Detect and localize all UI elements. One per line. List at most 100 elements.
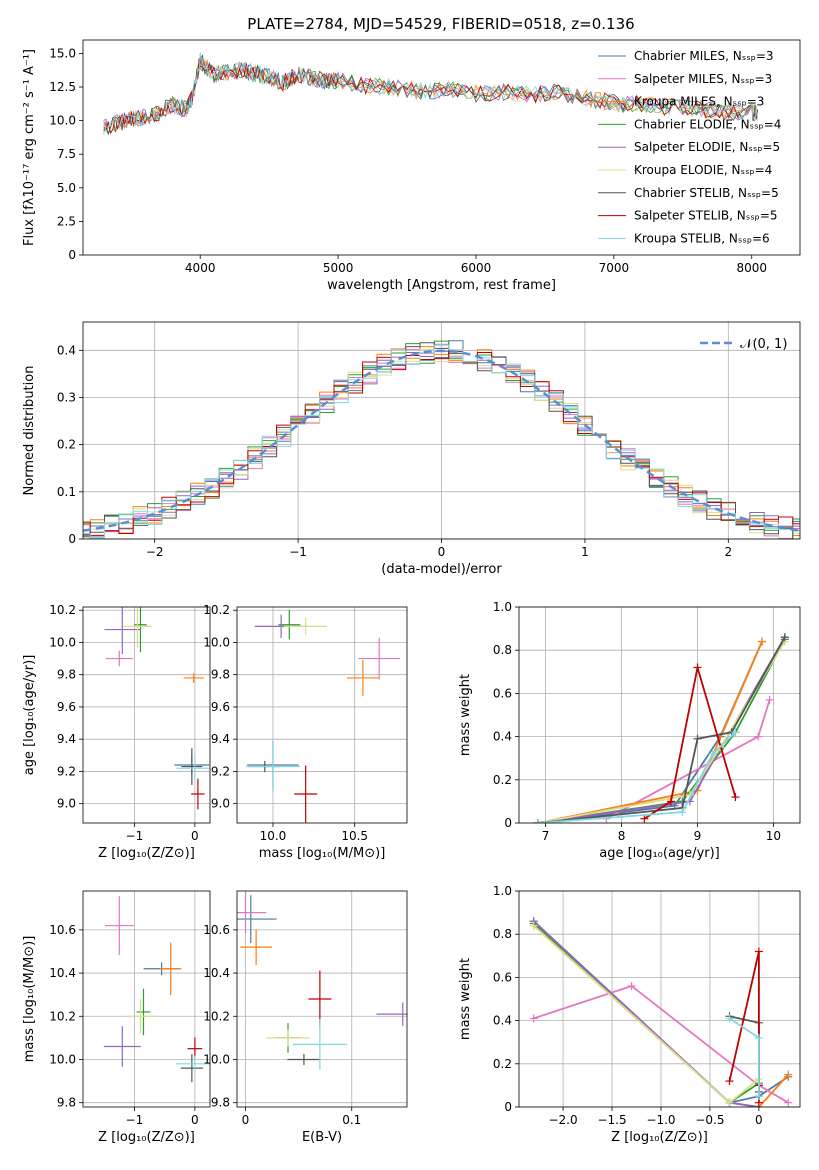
x-tick-label: −1: [289, 545, 307, 559]
y-axis-label: mass weight: [458, 674, 473, 756]
x-axis-label: Z [log₁₀(Z/Z⊙)]: [611, 1130, 708, 1145]
legend-label: Kroupa MILES, Nₛₛₚ=3: [634, 95, 764, 109]
axes-frame-massweight-vs-Z: [518, 890, 801, 1108]
y-tick-label: 10.2: [203, 1009, 230, 1023]
y-tick-label: 9.0: [57, 797, 76, 811]
x-axis-label: wavelength [Angstrom, rest frame]: [327, 278, 556, 293]
x-tick-label: −1: [126, 1113, 144, 1127]
gridlines: [83, 891, 210, 1107]
x-tick-label: −1.0: [646, 1113, 675, 1127]
x-axis-label: Z [log₁₀(Z/Z⊙)]: [98, 846, 195, 861]
y-tick-label: 10.0: [49, 114, 76, 128]
weight-series-line: [537, 636, 786, 823]
weight-series-line: [537, 638, 786, 823]
x-tick-label: 10: [766, 829, 781, 843]
x-tick-label: 7: [542, 829, 550, 843]
weight-lines: [529, 917, 793, 1107]
y-tick-label: 15.0: [49, 46, 76, 60]
x-axis-label: mass [log₁₀(M/M⊙)]: [259, 846, 386, 861]
axes-spectrum: 4000 5000 6000 7000 8000 0 2.5 5.0 7.5 10.0 12.5 15…: [22, 39, 801, 293]
y-tick-label: 0: [68, 532, 76, 546]
y-tick-label: 1.0: [493, 884, 512, 898]
axes-frame-mass-vs-Z: [82, 890, 211, 1108]
gridlines: [519, 890, 800, 1108]
y-tick-label: 0.6: [493, 970, 512, 984]
y-tick-label: 0: [504, 816, 512, 830]
plots-layer: 4000 5000 6000 7000 800002.55.07.510.012.515…: [22, 39, 801, 1145]
x-axis-label: Z [log₁₀(Z/Z⊙)]: [98, 1130, 195, 1145]
legend-label: Salpeter MILES, Nₛₛₚ=3: [634, 72, 772, 86]
weight-series-line: [533, 922, 760, 1104]
x-tick-label: 10.0: [260, 829, 287, 843]
x-axis-label: E(B-V): [302, 1130, 342, 1145]
axes-massweight-vs-Z: −2.0 −1.5 −1.0 −0.5 0 0 0.2 0.4 0.6 0.8 1.0 Z [log₁…: [458, 884, 801, 1145]
y-tick-label: 9.2: [57, 764, 76, 778]
weight-series-line: [729, 1017, 760, 1097]
y-tick-label: 10.4: [49, 966, 76, 980]
normal-curve: [83, 349, 800, 532]
axes-frame-age-vs-mass: [236, 606, 408, 824]
x-tick-label: 9: [694, 829, 702, 843]
x-tick-label: 6000: [461, 261, 492, 275]
error-crosses: [237, 891, 407, 1070]
y-tick-label: 0.2: [493, 773, 512, 787]
y-tick-label: 10.0: [203, 1052, 230, 1066]
x-axis-label: (data-model)/error: [381, 562, 502, 577]
legend: Chabrier MILES, Nₛₛₚ=3 Salpeter MILES, Nₛ…: [598, 49, 781, 245]
y-tick-label: 0.4: [493, 730, 512, 744]
weight-series-line: [537, 731, 737, 823]
legend: 𝒩(0, 1): [700, 337, 787, 352]
y-tick-label: 10.2: [49, 603, 76, 617]
y-tick-label: 0.1: [57, 485, 76, 499]
error-crosses: [104, 607, 210, 810]
y-tick-label: 0.2: [57, 438, 76, 452]
histograms: [83, 340, 800, 539]
legend-label: Salpeter STELIB, Nₛₛₚ=5: [634, 209, 778, 223]
y-axis-label: age [log₁₀(age/yr)]: [22, 655, 37, 776]
gridlines: [83, 607, 210, 823]
y-tick-label: 9.6: [211, 700, 230, 714]
axes-residuals: −2 −1 0 1 2 0 0.1 0.2 0.3 0.4 (data-model)/error No…: [22, 321, 801, 577]
axes-frame-massweight-vs-age: [518, 606, 801, 824]
x-tick-label: −2.0: [548, 1113, 577, 1127]
y-tick-label: 0.8: [493, 643, 512, 657]
y-axis-label: Normed distribution: [22, 366, 37, 496]
spectrum-series-line: [103, 52, 758, 133]
x-tick-label: 1: [581, 545, 589, 559]
axes-age-vs-mass: 10.0 10.5 9.0 9.2 9.4 9.6 9.8 10.0 10.2 mass [log…: [203, 603, 408, 861]
x-tick-label: −2: [146, 545, 164, 559]
figure-title: PLATE=2784, MJD=54529, FIBERID=0518, z=0…: [247, 15, 634, 33]
y-tick-label: 0: [68, 248, 76, 262]
y-tick-label: 9.4: [211, 732, 230, 746]
axes-massweight-vs-age: 7 8 9 10 0 0.2 0.4 0.6 0.8 1.0 age [log₁₀(age/yr)]…: [458, 600, 801, 861]
histogram-series: [83, 343, 800, 539]
y-axis-label: mass [log₁₀(M/M⊙)]: [22, 936, 37, 1063]
weight-series-line: [533, 920, 760, 1107]
x-tick-label: 2: [724, 545, 732, 559]
y-tick-label: 10.6: [49, 923, 76, 937]
y-tick-label: 9.8: [211, 668, 230, 682]
weight-series-line: [643, 667, 737, 820]
y-tick-label: 0.8: [493, 927, 512, 941]
weight-series-line: [533, 984, 789, 1104]
y-tick-label: 0.6: [493, 686, 512, 700]
x-tick-label: 0: [755, 1113, 763, 1127]
y-tick-label: 0: [504, 1100, 512, 1114]
error-crosses: [245, 609, 401, 823]
weight-series-line: [537, 641, 786, 823]
histogram-series: [83, 346, 800, 537]
y-tick-label: 10.2: [49, 1009, 76, 1023]
y-tick-label: 5.0: [57, 181, 76, 195]
y-tick-label: 9.0: [211, 797, 230, 811]
x-tick-label: 0: [438, 545, 446, 559]
x-tick-label: −0.5: [695, 1113, 724, 1127]
y-tick-label: 7.5: [57, 147, 76, 161]
legend-label: Chabrier MILES, Nₛₛₚ=3: [634, 49, 774, 63]
x-tick-label: −1.5: [597, 1113, 626, 1127]
y-tick-label: 10.0: [203, 635, 230, 649]
weight-lines: [533, 633, 789, 823]
histogram-series: [83, 340, 800, 539]
x-tick-label: 0.1: [342, 1113, 361, 1127]
x-tick-label: 7000: [599, 261, 630, 275]
